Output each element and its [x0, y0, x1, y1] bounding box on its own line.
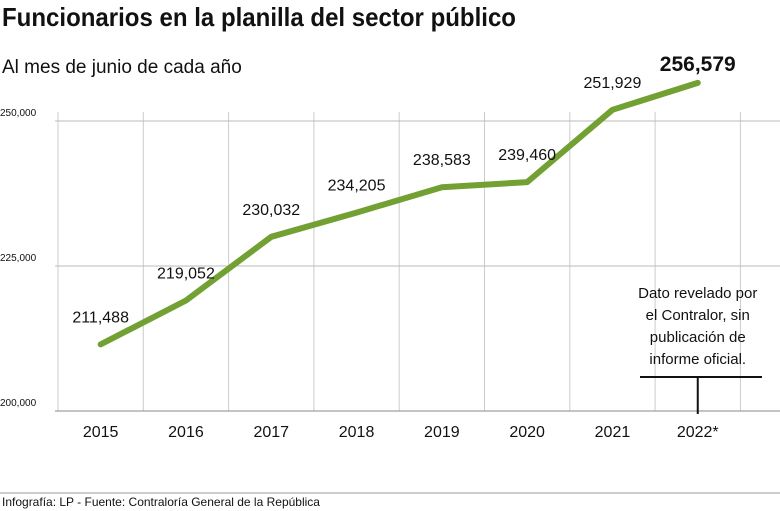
data-label: 251,929	[584, 75, 642, 92]
annotation: Dato revelado por	[638, 285, 757, 302]
data-label: 219,052	[157, 265, 215, 282]
x-tick-label: 2019	[424, 424, 460, 441]
data-label: 239,460	[498, 147, 556, 164]
annotation: informe oficial.	[649, 351, 746, 368]
data-line	[97, 79, 701, 348]
y-tick-label: 200,000	[0, 398, 37, 409]
x-tick-label: 2022*	[677, 424, 719, 441]
data-label: 234,205	[328, 178, 386, 195]
chart-subtitle: Al mes de junio de cada año	[2, 57, 242, 78]
annotation: el Contralor, sin	[646, 307, 750, 324]
data-label: 238,583	[413, 152, 471, 169]
x-tick-label: 2021	[595, 424, 631, 441]
y-tick-label: 225,000	[0, 253, 37, 264]
x-tick-label: 2015	[83, 424, 119, 441]
x-tick-label: 2016	[168, 424, 204, 441]
data-label: 211,488	[72, 309, 129, 326]
x-tick-label: 2017	[253, 424, 289, 441]
y-tick-label: 250,000	[0, 108, 37, 119]
source: Infografía: LP - Fuente: Contraloría Gen…	[2, 495, 320, 509]
chart-title: Funcionarios en la planilla del sector p…	[2, 2, 516, 32]
annotation: publicación de	[650, 329, 746, 346]
data-label: 230,032	[242, 202, 300, 219]
x-tick-label: 2020	[509, 424, 545, 441]
x-tick-label: 2018	[339, 424, 375, 441]
data-label: 256,579	[660, 53, 736, 76]
